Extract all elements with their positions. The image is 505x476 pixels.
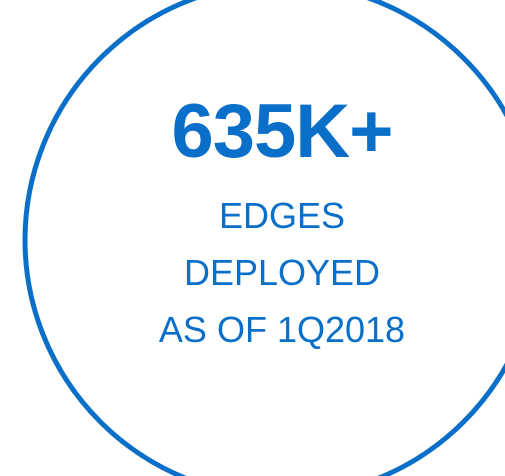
- stat-value: 635K+: [171, 89, 393, 174]
- stat-label-line-3: AS OF 1Q2018: [158, 309, 406, 350]
- stat-label-line-2: DEPLOYED: [183, 252, 381, 293]
- stat-label-line-1: EDGES: [218, 195, 346, 236]
- circle-ring: [22, 0, 505, 476]
